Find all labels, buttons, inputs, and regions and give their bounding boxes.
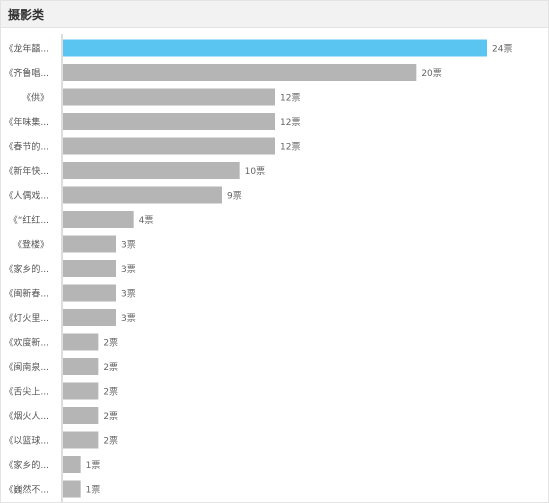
value-label: 24票 (492, 44, 512, 55)
bar[interactable] (63, 162, 240, 179)
value-label: 2票 (103, 436, 118, 447)
value-label: 4票 (139, 215, 154, 226)
bar[interactable] (63, 431, 99, 449)
category-label: 《灯火里... (4, 313, 49, 324)
value-label: 12票 (280, 117, 300, 128)
category-label: 《人偶戏... (4, 190, 49, 202)
category-label: 《欢度新... (4, 337, 49, 349)
category-label: 《供》 (22, 92, 49, 104)
bar[interactable] (63, 260, 116, 277)
category-label: 《新年快... (4, 165, 49, 177)
value-label: 3票 (121, 289, 136, 300)
value-label: 2票 (103, 411, 118, 422)
bar[interactable] (63, 284, 116, 302)
category-label: 《“红红... (9, 214, 49, 226)
bar[interactable] (63, 113, 275, 130)
bar[interactable] (63, 186, 222, 204)
category-label: 《龙年囍... (4, 43, 49, 55)
value-label: 2票 (103, 362, 118, 373)
bar[interactable] (63, 39, 487, 57)
value-label: 3票 (121, 264, 136, 275)
value-label: 9票 (227, 191, 242, 202)
bar[interactable] (63, 358, 99, 375)
value-label: 2票 (103, 338, 118, 349)
value-label: 1票 (86, 485, 101, 496)
value-label: 12票 (280, 93, 300, 104)
value-label: 3票 (121, 313, 136, 324)
panel-header: 摄影类 (1, 1, 548, 28)
value-label: 20票 (421, 68, 441, 79)
category-label: 《齐鲁唱... (4, 67, 49, 79)
value-label: 1票 (86, 460, 101, 471)
value-label: 2票 (103, 387, 118, 398)
category-label: 《闽新春... (4, 288, 49, 300)
bar[interactable] (63, 211, 134, 228)
category-label: 《家乡的... (4, 459, 49, 471)
category-label: 《春节的... (4, 141, 49, 153)
category-label: 《年味集... (4, 116, 49, 128)
category-label: 《巍然不... (4, 484, 49, 496)
value-label: 12票 (280, 142, 300, 153)
value-label: 3票 (121, 240, 136, 251)
bar[interactable] (63, 382, 99, 400)
bar[interactable] (63, 309, 116, 326)
panel-title: 摄影类 (8, 7, 45, 22)
bar[interactable] (63, 480, 81, 498)
value-label: 10票 (245, 166, 265, 177)
bar[interactable] (63, 137, 275, 155)
bar[interactable] (63, 235, 116, 253)
bar[interactable] (63, 88, 275, 106)
category-label: 《舌尖上... (4, 386, 49, 398)
bar[interactable] (63, 456, 81, 473)
category-label: 《登楼》 (13, 239, 49, 251)
bar[interactable] (63, 64, 417, 81)
bar[interactable] (63, 407, 99, 424)
bar[interactable] (63, 333, 99, 351)
category-label: 《以篮球... (4, 435, 49, 447)
category-label: 《烟火人... (4, 410, 49, 422)
category-label: 《家乡的... (4, 263, 49, 275)
category-label: 《闽南泉... (4, 361, 49, 373)
